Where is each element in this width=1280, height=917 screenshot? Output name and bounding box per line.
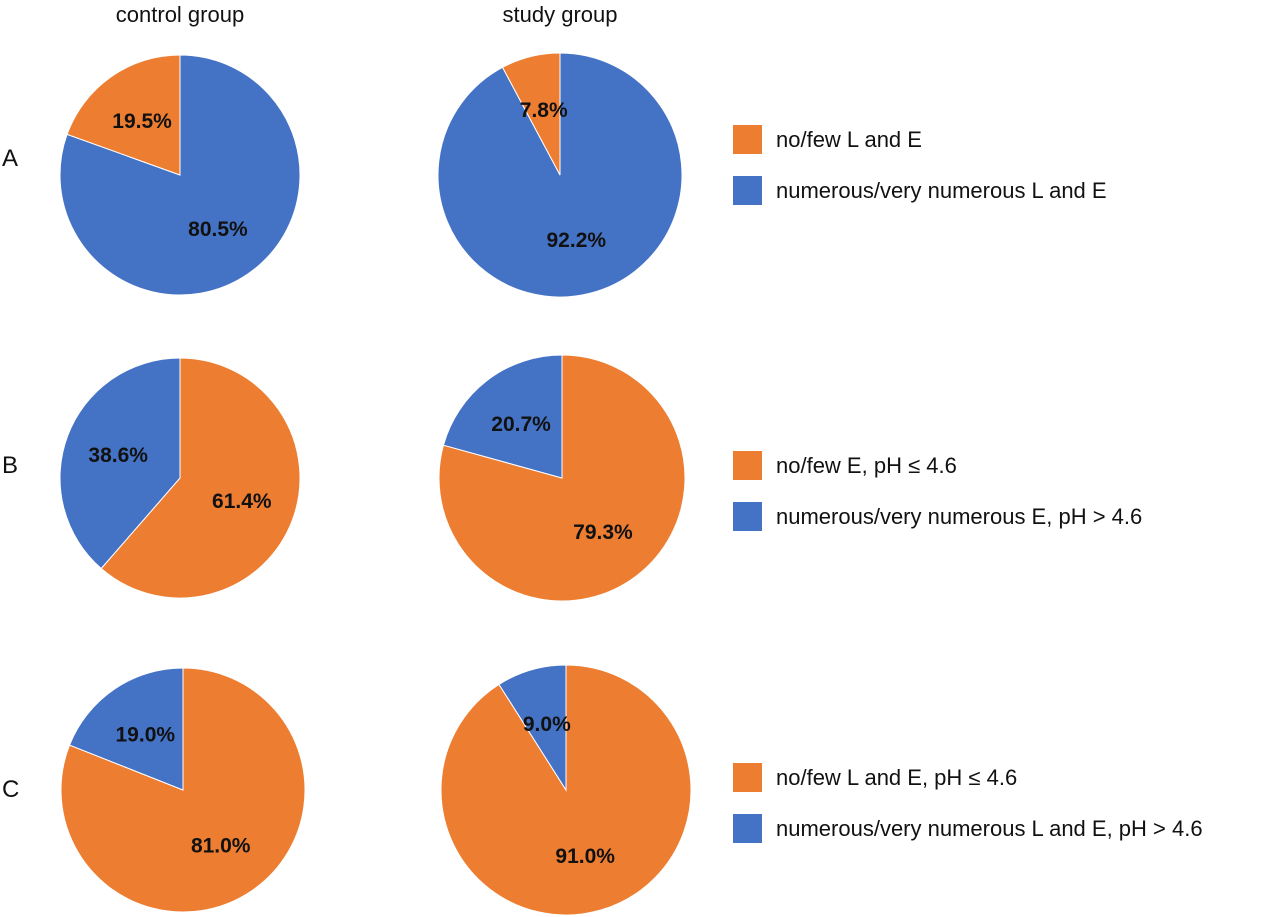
legend-swatch xyxy=(733,814,762,843)
data-label: 91.0% xyxy=(555,845,615,868)
legend-swatch xyxy=(733,502,762,531)
data-label: 20.7% xyxy=(491,413,551,436)
pie-slice xyxy=(442,354,563,479)
pie-B-control: 61.4% 38.6% xyxy=(59,357,301,599)
legend-label: numerous/very numerous L and E, pH > 4.6 xyxy=(776,815,1203,841)
legend-swatch xyxy=(733,763,762,792)
legend-label: no/few L and E, pH ≤ 4.6 xyxy=(776,764,1018,790)
pie-B-study: 79.3% 20.7% xyxy=(438,354,686,602)
legend-item: numerous/very numerous L and E xyxy=(733,176,1107,205)
row-label-c: C xyxy=(2,776,20,803)
data-label: 9.0% xyxy=(523,713,571,736)
legend-swatch xyxy=(733,176,762,205)
pie-slice xyxy=(66,54,181,176)
data-label: 61.4% xyxy=(212,490,272,513)
data-label: 38.6% xyxy=(88,444,148,467)
legend-swatch xyxy=(733,125,762,154)
legend-item: numerous/very numerous E, pH > 4.6 xyxy=(733,502,1142,531)
legend-label: numerous/very numerous E, pH > 4.6 xyxy=(776,503,1143,529)
data-label: 7.8% xyxy=(520,99,568,122)
data-label: 19.5% xyxy=(112,110,172,133)
legend-label: numerous/very numerous L and E xyxy=(776,177,1107,203)
pie-C-study: 91.0% 9.0% xyxy=(440,664,692,916)
row-label-a: A xyxy=(2,145,19,172)
pie-slice xyxy=(498,664,567,792)
data-label: 81.0% xyxy=(191,834,251,857)
data-label: 80.5% xyxy=(188,218,248,241)
pie-C-control: 81.0% 19.0% xyxy=(60,667,306,913)
data-label: 19.0% xyxy=(116,724,176,747)
legend-item: numerous/very numerous L and E, pH > 4.6 xyxy=(733,814,1203,843)
pie-A-control: 80.5% 19.5% xyxy=(59,54,301,296)
data-label: 92.2% xyxy=(547,229,607,252)
legend-item: no/few L and E xyxy=(733,125,922,154)
column-title-study: study group xyxy=(502,2,618,27)
pie-slice xyxy=(59,357,181,570)
pie-A-study: 92.2% 7.8% xyxy=(437,52,683,298)
legend-label: no/few E, pH ≤ 4.6 xyxy=(776,452,957,478)
legend-label: no/few L and E xyxy=(776,126,922,152)
legend-swatch xyxy=(733,451,762,480)
data-label: 79.3% xyxy=(573,521,633,544)
pie-slice xyxy=(68,667,184,791)
row-label-b: B xyxy=(2,452,19,479)
column-title-control: control group xyxy=(115,2,245,27)
pie-slice xyxy=(501,52,561,176)
legend-item: no/few E, pH ≤ 4.6 xyxy=(733,451,957,480)
legend-item: no/few L and E, pH ≤ 4.6 xyxy=(733,763,1017,792)
pie-slice xyxy=(100,357,301,599)
